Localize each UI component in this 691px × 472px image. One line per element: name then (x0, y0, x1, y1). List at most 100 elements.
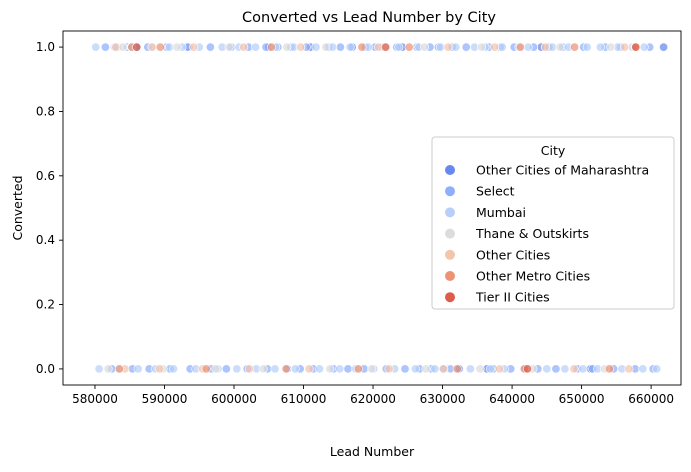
data-point (201, 364, 211, 374)
data-point (189, 42, 199, 52)
data-point (335, 364, 345, 374)
data-point (638, 364, 648, 374)
data-point (624, 364, 634, 374)
data-point (485, 364, 495, 374)
x-tick-label: 630000 (420, 392, 466, 406)
data-point (296, 42, 306, 52)
legend-marker (445, 271, 455, 281)
legend-label-other-cities: Other Cities (476, 247, 550, 262)
data-point (367, 364, 377, 374)
data-point (404, 42, 414, 52)
data-point (430, 364, 440, 374)
data-point (452, 364, 462, 374)
data-point (394, 42, 404, 52)
data-point (639, 42, 649, 52)
data-point (400, 364, 410, 374)
x-tick-label: 610000 (281, 392, 327, 406)
legend-frame (431, 136, 675, 310)
data-point (443, 42, 453, 52)
data-point (620, 42, 630, 52)
x-axis-ticks: 580000 590000 600000 610000 620000 630000 6400… (72, 385, 674, 406)
x-tick-label: 620000 (350, 392, 396, 406)
legend-title: City (541, 143, 566, 158)
y-axis-label: Converted (10, 175, 25, 240)
legend-label-thane-and-outskirts: Thane & Outskirts (475, 226, 589, 241)
data-point (410, 364, 420, 374)
data-point (490, 42, 500, 52)
data-point (91, 42, 101, 52)
data-point (304, 364, 314, 374)
y-tick-label: 0.8 (36, 104, 55, 118)
data-point (114, 364, 124, 374)
data-point (94, 364, 104, 374)
data-point (147, 42, 157, 52)
legend: City Other Cities of Maharashtra Select Mu… (431, 136, 675, 310)
data-point (384, 364, 394, 374)
data-point (542, 364, 552, 374)
data-point (270, 364, 280, 374)
legend-marker (445, 292, 455, 303)
data-point (435, 42, 445, 52)
legend-label-select: Select (476, 184, 515, 199)
legend-label-other-metro-cities: Other Metro Cities (476, 269, 590, 284)
data-point (172, 42, 182, 52)
data-point (595, 42, 605, 52)
plot-frame (62, 30, 682, 386)
data-point (604, 364, 614, 374)
data-point (475, 364, 485, 374)
data-point (560, 364, 570, 374)
data-point (451, 42, 461, 52)
y-tick-label: 1.0 (36, 40, 55, 54)
y-axis-ticks: 0.0 0.2 0.4 0.6 0.8 1.0 (36, 40, 63, 376)
data-point (169, 364, 179, 374)
legend-marker (445, 249, 455, 260)
y-tick-label: 0.6 (36, 169, 55, 183)
x-tick-label: 650000 (559, 392, 605, 406)
data-point (221, 364, 231, 374)
data-point (132, 42, 142, 52)
data-point (155, 364, 165, 374)
data-point (465, 364, 475, 374)
data-point (100, 42, 110, 52)
data-point (343, 364, 353, 374)
data-point (232, 364, 242, 374)
data-point (290, 364, 300, 374)
data-point (438, 364, 448, 374)
x-tick-label: 590000 (142, 392, 188, 406)
data-point (282, 42, 292, 52)
data-point (224, 42, 234, 52)
data-point (461, 42, 471, 52)
data-point (652, 364, 662, 374)
data-point (239, 42, 249, 52)
legend-marker (445, 228, 455, 239)
data-point (155, 42, 165, 52)
legend-marker (445, 207, 455, 218)
data-point (314, 364, 324, 374)
x-tick-label: 580000 (72, 392, 118, 406)
x-tick-label: 600000 (211, 392, 257, 406)
data-point (569, 364, 579, 374)
data-point (578, 364, 588, 374)
data-point (631, 42, 641, 52)
chart-title: Converted vs Lead Number by City (242, 10, 496, 26)
legend-label-other-cities-of-maharashtra: Other Cities of Maharashtra (476, 163, 649, 178)
legend-entries: Other Cities of Maharashtra Select Mumbai T… (445, 163, 649, 305)
data-point (325, 364, 335, 374)
data-point (522, 364, 532, 374)
x-axis-label: Lead Number (330, 444, 415, 459)
y-tick-label: 0.0 (36, 362, 55, 376)
data-point (164, 42, 174, 52)
data-point (266, 42, 276, 52)
data-point (103, 364, 113, 374)
legend-label-mumbai: Mumbai (476, 205, 526, 220)
data-point (353, 364, 363, 374)
data-point (421, 364, 431, 374)
data-point (540, 42, 550, 52)
data-point (211, 364, 221, 374)
data-point (321, 42, 331, 52)
data-point (381, 42, 391, 52)
x-tick-label: 640000 (489, 392, 535, 406)
data-point (476, 42, 486, 52)
